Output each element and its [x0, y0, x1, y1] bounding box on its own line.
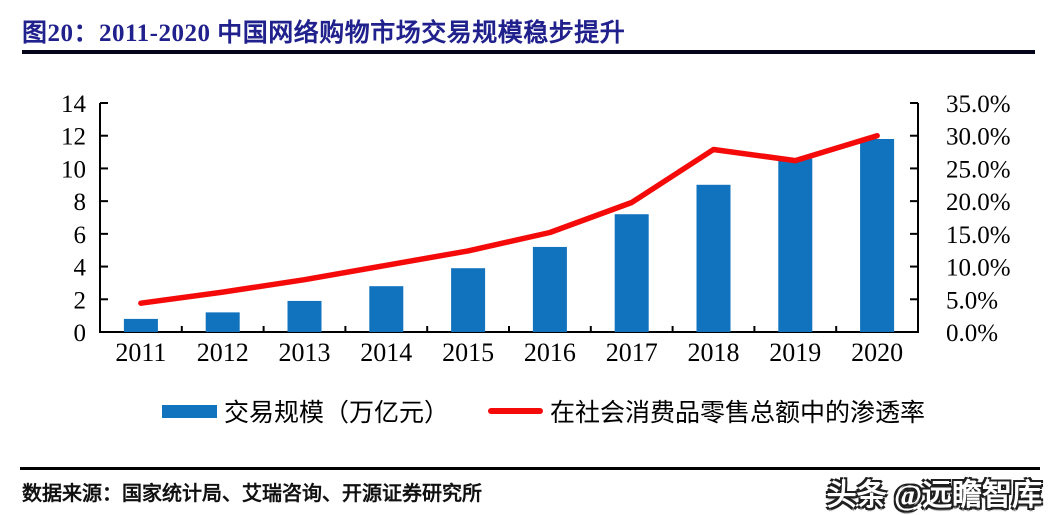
right-tick-label: 25.0% [946, 156, 1011, 183]
figure-title: 图20：2011-2020 中国网络购物市场交易规模稳步提升 [22, 20, 626, 47]
right-tick-label: 30.0% [946, 124, 1011, 151]
x-category-label: 2016 [524, 338, 576, 367]
right-tick-label: 35.0% [946, 91, 1011, 118]
right-tick-label: 10.0% [946, 255, 1011, 282]
legend-item-transaction-scale: 交易规模（万亿元） [162, 394, 449, 428]
bar [123, 318, 158, 332]
bar-series-label: 交易规模（万亿元） [224, 400, 450, 427]
x-category-label: 2015 [442, 338, 494, 367]
bar [287, 300, 322, 332]
bar-series-swatch [162, 404, 217, 418]
left-tick-label: 10 [61, 156, 86, 183]
left-tick-label: 2 [74, 287, 87, 314]
legend-item-penetration-rate: 在社会消费品零售总额中的渗透率 [488, 394, 925, 428]
penetration-line [138, 132, 880, 306]
x-category-label: 2013 [279, 338, 331, 367]
x-category-label: 2012 [197, 338, 249, 367]
left-tick-label: 12 [61, 124, 86, 151]
left-tick-label: 14 [61, 91, 87, 118]
bar [451, 268, 486, 332]
bar [205, 312, 240, 332]
data-source-text: 数据来源：国家统计局、艾瑞咨询、开源证券研究所 [22, 483, 482, 505]
watermark-text: 头条 @远瞻智库 [826, 479, 1042, 512]
left-tick-label: 0 [74, 320, 87, 347]
line-series-swatch [488, 408, 543, 414]
right-tick-label: 20.0% [946, 189, 1011, 216]
right-tick-label: 15.0% [946, 222, 1011, 249]
x-category-label: 2017 [606, 338, 658, 367]
left-tick-label: 8 [74, 189, 87, 216]
left-tick-label: 4 [74, 255, 87, 282]
x-category-label: 2014 [360, 338, 412, 367]
bar [614, 214, 649, 332]
x-category-label: 2019 [769, 338, 821, 367]
bar [860, 138, 895, 332]
right-tick-label: 5.0% [946, 287, 998, 314]
chart-legend: 交易规模（万亿元） 在社会消费品零售总额中的渗透率 [0, 394, 1056, 428]
left-tick-label: 6 [74, 222, 87, 249]
bar [532, 246, 567, 332]
bar [696, 184, 731, 332]
right-tick-label: 0.0% [946, 320, 998, 347]
title-underline [22, 50, 1035, 54]
bar [778, 158, 813, 332]
x-category-label: 2018 [688, 338, 740, 367]
bar [369, 286, 404, 332]
source-divider-rule [20, 467, 1040, 470]
line-series-label: 在社会消费品零售总额中的渗透率 [550, 400, 926, 427]
chart-svg: 0 2 4 6 8 10 12 14 0.0% 5.0% 10.0% 15.0% 20.0% 25.0% 3… [61, 91, 1011, 367]
x-category-label: 2011 [115, 338, 166, 367]
x-category-label: 2020 [851, 338, 903, 367]
